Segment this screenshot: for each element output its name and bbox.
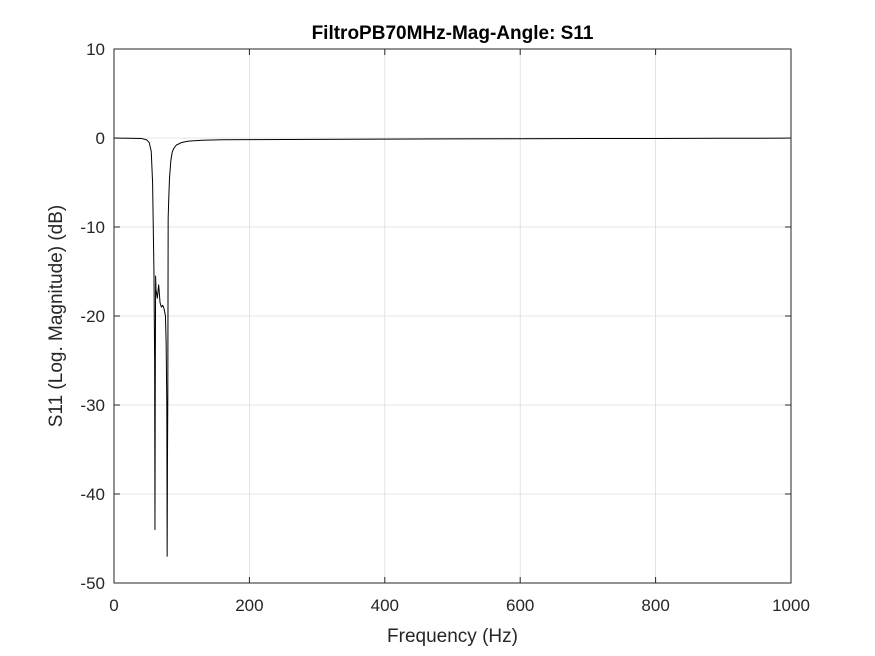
series-group [113,137,792,557]
y-tick-label: -50 [80,574,105,593]
x-tick-label: 1000 [772,596,810,615]
y-tick-label: -40 [80,485,105,504]
x-tick-label: 400 [371,596,399,615]
y-tick-label: 0 [96,129,105,148]
ticks: 0 200 400 600 800 1000 -50 -40 -30 -20 -10 0 10 [80,40,809,615]
y-tick-label: 10 [86,40,105,59]
y-axis-label: S11 (Log. Magnitude) (dB) [46,205,67,428]
series-line-0 [113,137,792,557]
y-tick-label: -10 [80,218,105,237]
y-tick-label: -30 [80,396,105,415]
x-tick-label: 600 [506,596,534,615]
x-tick-label: 0 [109,596,118,615]
x-tick-label: 200 [235,596,263,615]
chart-title: FiltroPB70MHz-Mag-Angle: S11 [312,23,594,44]
x-tick-label: 800 [641,596,669,615]
x-axis-label: Frequency (Hz) [387,626,518,647]
y-tick-label: -20 [80,307,105,326]
